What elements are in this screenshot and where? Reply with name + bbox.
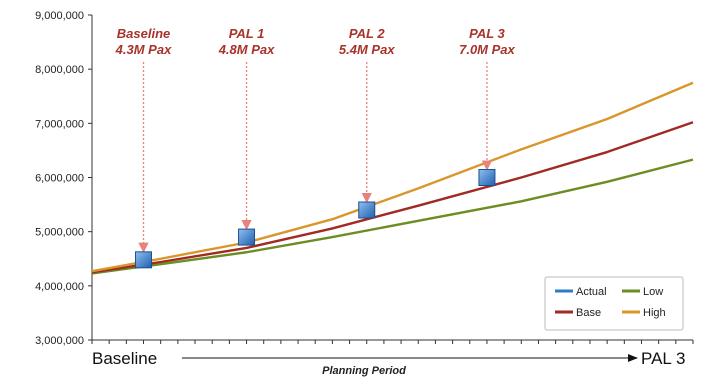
milestone-marker [358, 201, 376, 219]
series-line-base [91, 121, 694, 274]
y-tick-label: 9,000,000 [35, 10, 84, 22]
milestone-pax-label: 4.3M Pax [115, 42, 172, 57]
y-tick-label: 7,000,000 [35, 118, 84, 130]
series-line-high [91, 81, 694, 273]
milestone-label: Baseline [117, 26, 170, 41]
y-tick-label: 3,000,000 [35, 335, 84, 347]
x-start-label: Baseline [92, 349, 157, 368]
planning-period-arrowhead [628, 354, 638, 362]
milestone-label: PAL 1 [229, 26, 265, 41]
y-tick-label: 6,000,000 [35, 173, 84, 185]
legend-label-base: Base [576, 307, 601, 319]
legend-box [544, 276, 684, 331]
y-tick-label: 4,000,000 [35, 281, 84, 293]
legend-label-high: High [643, 307, 666, 319]
milestone-marker [238, 228, 256, 246]
legend-label-actual: Actual [576, 286, 607, 298]
x-axis-title: Planning Period [322, 365, 406, 377]
y-tick-label: 5,000,000 [35, 227, 84, 239]
legend-label-low: Low [643, 286, 663, 298]
milestone-label: PAL 3 [469, 26, 505, 41]
milestone-label: PAL 2 [349, 26, 385, 41]
milestone-pax-label: 4.8M Pax [218, 42, 275, 57]
milestone-pax-label: 5.4M Pax [339, 42, 395, 57]
x-end-label: PAL 3 [641, 349, 685, 368]
y-tick-label: 8,000,000 [35, 64, 84, 76]
series-line-low [91, 158, 694, 275]
milestone-marker [478, 169, 496, 186]
milestone-marker [135, 251, 153, 269]
milestone-pax-label: 7.0M Pax [459, 42, 515, 57]
